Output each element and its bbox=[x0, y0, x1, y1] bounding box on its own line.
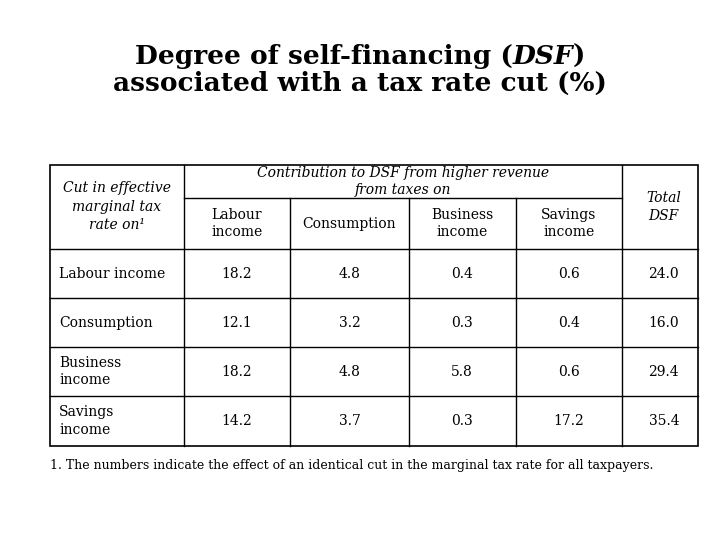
Text: Cut in effective
marginal tax
rate on¹: Cut in effective marginal tax rate on¹ bbox=[63, 181, 171, 232]
Text: 5.8: 5.8 bbox=[451, 365, 473, 379]
Bar bbox=[50, 165, 698, 446]
Text: associated with a tax rate cut (%): associated with a tax rate cut (%) bbox=[113, 71, 607, 96]
Text: Labour
income: Labour income bbox=[211, 208, 263, 239]
Text: 3.2: 3.2 bbox=[338, 316, 361, 329]
Text: Consumption: Consumption bbox=[59, 316, 153, 329]
Text: Business
income: Business income bbox=[431, 208, 493, 239]
Text: 35.4: 35.4 bbox=[649, 414, 679, 428]
Text: 4.8: 4.8 bbox=[338, 267, 361, 280]
Text: 24.0: 24.0 bbox=[649, 267, 679, 280]
Text: 1. The numbers indicate the effect of an identical cut in the marginal tax rate : 1. The numbers indicate the effect of an… bbox=[50, 459, 654, 472]
Text: 0.4: 0.4 bbox=[451, 267, 473, 280]
Text: DSF: DSF bbox=[513, 44, 573, 69]
Text: Contribution to DSF from higher revenue
from taxes on: Contribution to DSF from higher revenue … bbox=[257, 166, 549, 197]
Text: 0.4: 0.4 bbox=[558, 316, 580, 329]
Text: Total
DSF: Total DSF bbox=[647, 191, 681, 223]
Text: 29.4: 29.4 bbox=[649, 365, 679, 379]
Text: 0.3: 0.3 bbox=[451, 414, 473, 428]
Text: 0.6: 0.6 bbox=[558, 267, 580, 280]
Text: 18.2: 18.2 bbox=[222, 365, 252, 379]
Text: Degree of self-financing (: Degree of self-financing ( bbox=[135, 44, 513, 69]
Text: Business
income: Business income bbox=[59, 356, 121, 387]
Text: 17.2: 17.2 bbox=[554, 414, 584, 428]
Text: 14.2: 14.2 bbox=[222, 414, 252, 428]
Text: 16.0: 16.0 bbox=[649, 316, 679, 329]
Text: 3.7: 3.7 bbox=[338, 414, 361, 428]
Text: Savings
income: Savings income bbox=[59, 406, 114, 436]
Text: 0.3: 0.3 bbox=[451, 316, 473, 329]
Text: 18.2: 18.2 bbox=[222, 267, 252, 280]
Text: Labour income: Labour income bbox=[59, 267, 166, 280]
Text: 12.1: 12.1 bbox=[222, 316, 252, 329]
Text: 4.8: 4.8 bbox=[338, 365, 361, 379]
Text: 0.6: 0.6 bbox=[558, 365, 580, 379]
Text: Consumption: Consumption bbox=[302, 217, 397, 231]
Text: Savings
income: Savings income bbox=[541, 208, 596, 239]
Text: ): ) bbox=[573, 44, 585, 69]
